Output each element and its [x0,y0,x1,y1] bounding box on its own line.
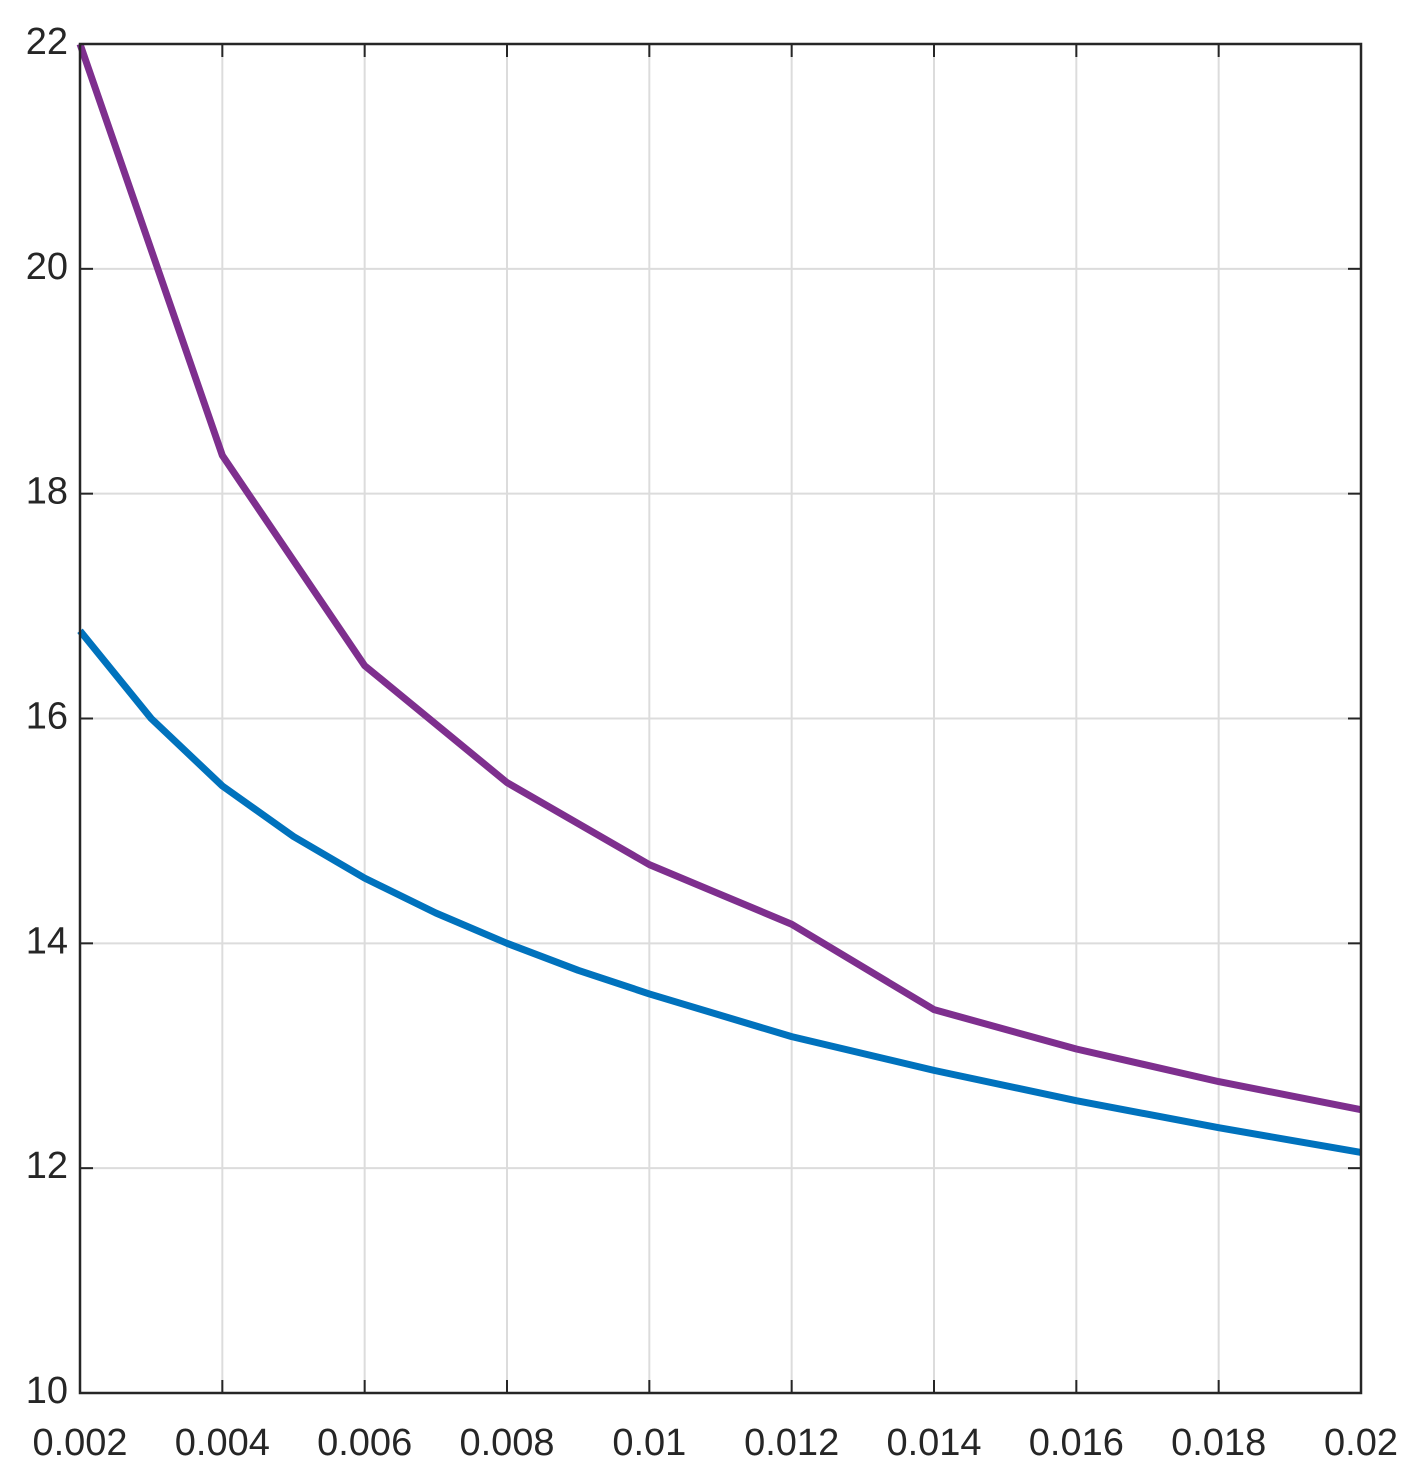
x-tick-label: 0.004 [175,1422,270,1464]
x-tick-label: 0.012 [744,1422,839,1464]
y-tick-label: 14 [26,920,68,962]
y-tick-label: 18 [26,471,68,513]
x-tick-label: 0.002 [32,1422,127,1464]
y-tick-label: 10 [26,1370,68,1412]
x-tick-label: 0.01 [612,1422,686,1464]
x-tick-label: 0.014 [886,1422,981,1464]
y-tick-label: 12 [26,1145,68,1187]
line-series [76,42,1362,1114]
x-tick-label: 0.02 [1324,1422,1398,1464]
y-tick-label: 22 [26,21,68,63]
line-series [77,628,1362,1156]
x-tick-label: 0.006 [317,1422,412,1464]
y-tick-label: 20 [26,246,68,288]
x-tick-label: 0.016 [1029,1422,1124,1464]
y-tick-label: 16 [26,696,68,738]
x-tick-label: 0.018 [1171,1422,1266,1464]
x-tick-label: 0.008 [459,1422,554,1464]
plot-frame [78,42,1363,1395]
